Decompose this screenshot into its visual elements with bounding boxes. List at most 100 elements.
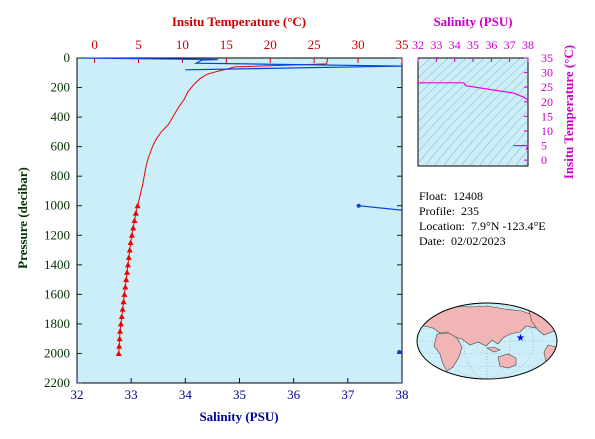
temperature-marker: [125, 254, 132, 260]
top-tick-label: 5: [135, 37, 142, 52]
location-value: 7.9°N -123.4°E: [470, 219, 546, 233]
density-contour: [418, 58, 476, 114]
temperature-marker: [127, 239, 134, 246]
ts-right-tick-label: 0: [541, 153, 547, 167]
float-location-star-icon: ★: [516, 333, 525, 344]
density-contour: [523, 160, 528, 166]
left-tick-label: 1400: [44, 257, 70, 272]
float-info-panel: Float: 12408 Profile: 235 Location: 7.9°…: [419, 189, 546, 249]
temperature-marker: [120, 298, 127, 305]
profile-row: Profile: 235: [419, 204, 546, 219]
density-contour: [451, 84, 528, 166]
top-tick-label: 0: [91, 37, 98, 52]
ts-right-axis-title: Insitu Temperature (°C): [561, 45, 576, 179]
ts-right-tick-label: 15: [541, 109, 553, 123]
map-border: [416, 302, 558, 380]
temperature-marker: [126, 247, 133, 253]
density-contour: [418, 58, 440, 79]
ts-right-tick-label: 20: [541, 95, 553, 109]
world-map: ★: [416, 302, 558, 380]
salinity-point: [397, 349, 402, 354]
left-tick-label: 200: [51, 80, 71, 95]
ts-right-tick-label: 35: [541, 51, 553, 65]
ts-line: [418, 82, 529, 101]
float-value: 12408: [453, 189, 484, 203]
ts-top-tick-label: 36: [485, 38, 497, 52]
map-africa: [433, 332, 463, 372]
density-contour: [487, 119, 528, 166]
ts-line-deep: [513, 145, 529, 151]
left-axis-title: Pressure (decibar): [15, 167, 30, 269]
density-contour: [583, 48, 595, 171]
main-axis-ticks: [76, 57, 403, 384]
temperature-marker: [119, 306, 126, 312]
bottom-tick-label: 38: [396, 387, 409, 402]
ts-top-tick-label: 32: [412, 38, 424, 52]
density-contour: [418, 58, 494, 133]
temperature-marker: [124, 269, 131, 275]
density-contour: [418, 58, 458, 96]
temperature-marker: [123, 276, 130, 283]
temperature-series: [115, 58, 328, 356]
temperature-marker: [115, 350, 122, 356]
ts-series: [418, 82, 529, 151]
density-contour: [505, 139, 528, 166]
left-tick-label: 1800: [44, 316, 70, 331]
top-tick-label: 15: [220, 37, 233, 52]
top-tick-label: 10: [176, 37, 189, 52]
density-contour: [496, 129, 528, 166]
date-label: Date:: [419, 234, 445, 248]
left-tick-label: 2000: [44, 345, 70, 360]
top-tick-label: 25: [308, 37, 321, 52]
temperature-marker: [128, 232, 135, 238]
density-contour: [418, 58, 485, 123]
float-label: Float:: [419, 189, 448, 203]
density-contour: [478, 110, 528, 166]
density-contour: [514, 149, 528, 166]
location-label: Location:: [419, 219, 465, 233]
density-contour: [418, 58, 431, 70]
top-tick-label: 20: [264, 37, 277, 52]
density-contour: [418, 58, 503, 143]
density-contour: [442, 75, 528, 166]
density-contour: [418, 58, 512, 153]
bottom-tick-label: 36: [287, 387, 301, 402]
date-value: 02/02/2023: [451, 234, 506, 248]
left-tick-label: 600: [51, 139, 71, 154]
left-tick-label: 2200: [44, 375, 70, 390]
density-contour: [418, 58, 449, 87]
density-contour: [433, 67, 528, 166]
ts-right-tick-label: 30: [541, 66, 553, 80]
map-greenland: [419, 303, 433, 313]
ts-top-axis-title: Salinity (PSU): [433, 14, 512, 29]
temperature-marker: [117, 320, 124, 327]
temperature-marker: [117, 328, 124, 334]
bottom-tick-label: 33: [125, 387, 138, 402]
ts-top-tick-label: 37: [504, 38, 516, 52]
salinity-line: [82, 57, 403, 71]
density-contour: [574, 48, 595, 171]
ts-plot-background: [417, 57, 529, 167]
left-tick-label: 1600: [44, 286, 70, 301]
temperature-marker: [124, 261, 131, 268]
temperature-marker: [116, 343, 123, 349]
temperature-marker: [116, 335, 123, 342]
map-meridian: [440, 303, 534, 379]
temperature-marker: [122, 283, 129, 290]
density-contour: [424, 59, 528, 166]
top-axis-title: Insitu Temperature (°C): [172, 14, 306, 29]
temperature-marker: [134, 202, 141, 209]
density-contour: [460, 92, 528, 166]
ts-top-tick-label: 34: [449, 38, 461, 52]
location-row: Location: 7.9°N -123.4°E: [419, 219, 546, 234]
temperature-marker: [121, 291, 128, 297]
left-tick-label: 800: [51, 168, 71, 183]
map-meridian: [463, 303, 511, 379]
left-tick-label: 0: [64, 50, 71, 65]
profile-label: Profile:: [419, 204, 455, 218]
top-tick-label: 35: [396, 37, 409, 52]
map-indonesia: [486, 346, 501, 353]
bottom-tick-label: 37: [341, 387, 355, 402]
